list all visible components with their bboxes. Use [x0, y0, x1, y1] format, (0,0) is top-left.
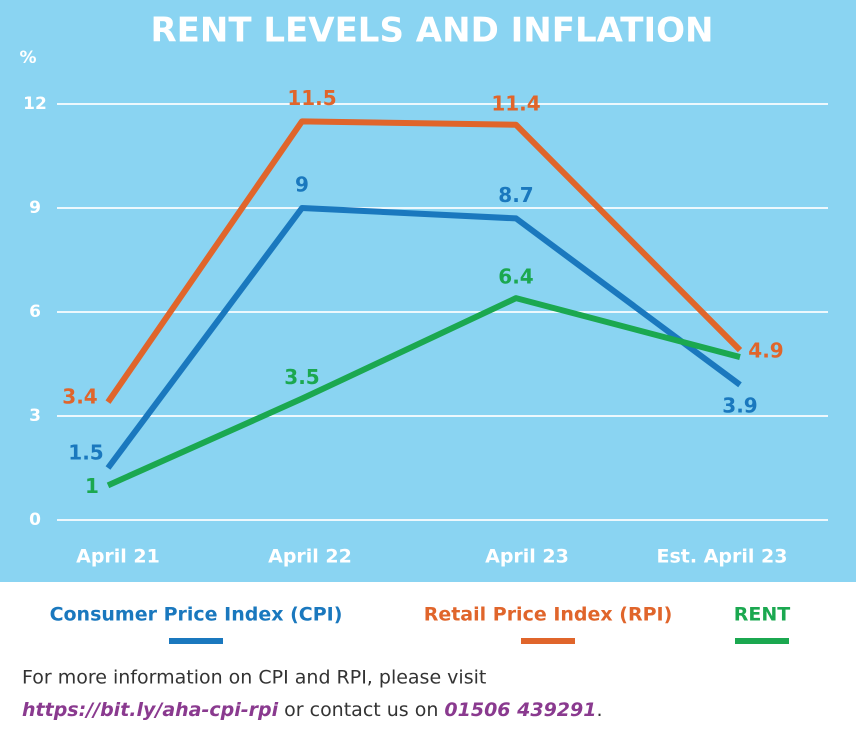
- chart-title: RENT LEVELS AND INFLATION: [150, 11, 713, 51]
- x-tick-label: Est. April 23: [657, 546, 788, 568]
- data-label: 6.4: [498, 265, 533, 289]
- data-label: 3.4: [62, 385, 97, 409]
- footer-link[interactable]: https://bit.ly/aha-cpi-rpi: [22, 699, 279, 721]
- series-line: [106, 295, 741, 489]
- y-tick-label: 0: [29, 510, 41, 530]
- chart-background: [0, 0, 856, 582]
- footer-text: For more information on CPI and RPI, ple…: [22, 667, 486, 689]
- y-tick-label: 6: [29, 302, 41, 322]
- y-tick-label: 9: [29, 198, 41, 218]
- data-label: 9: [295, 173, 309, 197]
- data-label: 11.4: [491, 91, 540, 115]
- legend-label: Consumer Price Index (CPI): [50, 604, 343, 626]
- x-tick-label: April 21: [76, 546, 160, 568]
- data-label: 1: [85, 474, 99, 498]
- data-label: 11.5: [287, 86, 336, 110]
- data-label: 4.9: [748, 339, 783, 363]
- data-label: 3.5: [284, 365, 319, 389]
- footer-text: or contact us on: [284, 699, 438, 721]
- series-line: [105, 118, 743, 404]
- footer-text: .: [596, 699, 602, 721]
- x-tick-label: April 23: [485, 546, 569, 568]
- x-tick-label: April 22: [268, 546, 352, 568]
- legend-label: Retail Price Index (RPI): [424, 604, 673, 626]
- footer-phone: 01506 439291: [444, 699, 596, 721]
- y-tick-label: 3: [29, 406, 41, 426]
- data-label: 1.5: [68, 441, 103, 465]
- legend-label: RENT: [734, 604, 791, 626]
- footer-text: https://bit.ly/aha-cpi-rpi or contact us …: [22, 699, 603, 721]
- y-axis-label: %: [19, 48, 36, 68]
- series-line: [105, 205, 742, 470]
- data-label: 8.7: [498, 183, 533, 207]
- y-tick-label: 12: [23, 94, 47, 114]
- data-label: 3.9: [722, 393, 757, 417]
